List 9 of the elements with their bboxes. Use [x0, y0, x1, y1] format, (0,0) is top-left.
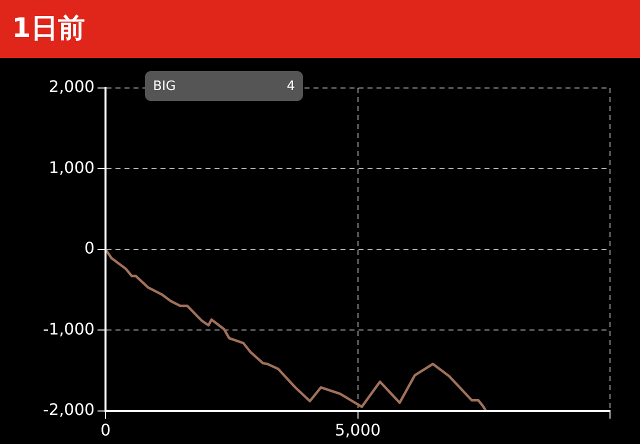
y-tick-label: 2,000	[48, 77, 95, 96]
y-tick-label: 0	[84, 238, 95, 258]
annotation: BIG	[153, 78, 176, 94]
x-tick-label: 5,000	[334, 420, 381, 440]
y-tick-label: 1,000	[48, 158, 95, 177]
chart-title: 1日前	[0, 0, 640, 58]
y-tick-label: -1,000	[43, 319, 95, 338]
y-tick-label: -2,000	[43, 400, 95, 419]
annotation: 4	[286, 78, 295, 94]
